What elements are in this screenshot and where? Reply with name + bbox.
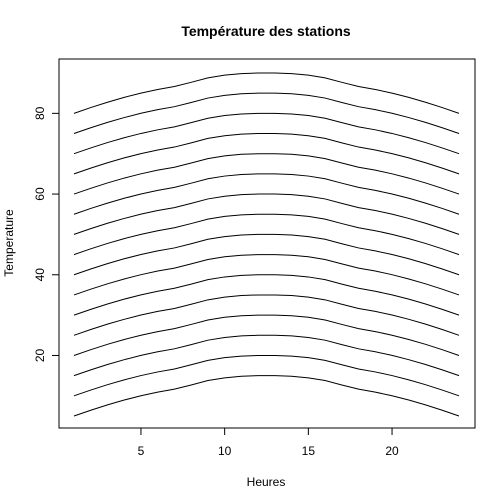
series-line-3 <box>73 334 460 377</box>
y-tick-label: 20 <box>33 348 47 362</box>
series-line-13 <box>73 133 460 175</box>
series-line-7 <box>73 254 460 296</box>
y-axis: 20 40 60 80 <box>33 106 60 362</box>
series-line-1 <box>73 375 460 417</box>
series-line-9 <box>73 213 460 256</box>
series-line-14 <box>73 112 460 155</box>
series-line-12 <box>73 153 460 195</box>
x-axis: 5 10 15 20 <box>138 427 399 458</box>
x-tick-label: 10 <box>218 444 232 458</box>
x-tick-label: 20 <box>385 444 399 458</box>
series-line-11 <box>73 173 460 215</box>
series-line-16 <box>73 72 460 114</box>
y-axis-title: Temperature <box>2 209 16 277</box>
x-tick-label: 5 <box>138 444 145 458</box>
series-line-4 <box>73 314 460 356</box>
plot-frame <box>58 58 476 429</box>
series-group <box>73 72 460 417</box>
series-line-6 <box>73 274 460 316</box>
series-line-10 <box>73 193 460 235</box>
chart-title: Température des stations <box>181 23 351 39</box>
series-line-8 <box>73 233 460 276</box>
x-axis-title: Heures <box>247 475 286 489</box>
y-tick-label: 80 <box>33 106 47 120</box>
series-line-5 <box>73 294 460 336</box>
series-line-15 <box>73 92 460 135</box>
series-line-2 <box>73 354 460 397</box>
x-tick-label: 15 <box>302 444 316 458</box>
y-tick-label: 40 <box>33 268 47 282</box>
y-tick-label: 60 <box>33 187 47 201</box>
